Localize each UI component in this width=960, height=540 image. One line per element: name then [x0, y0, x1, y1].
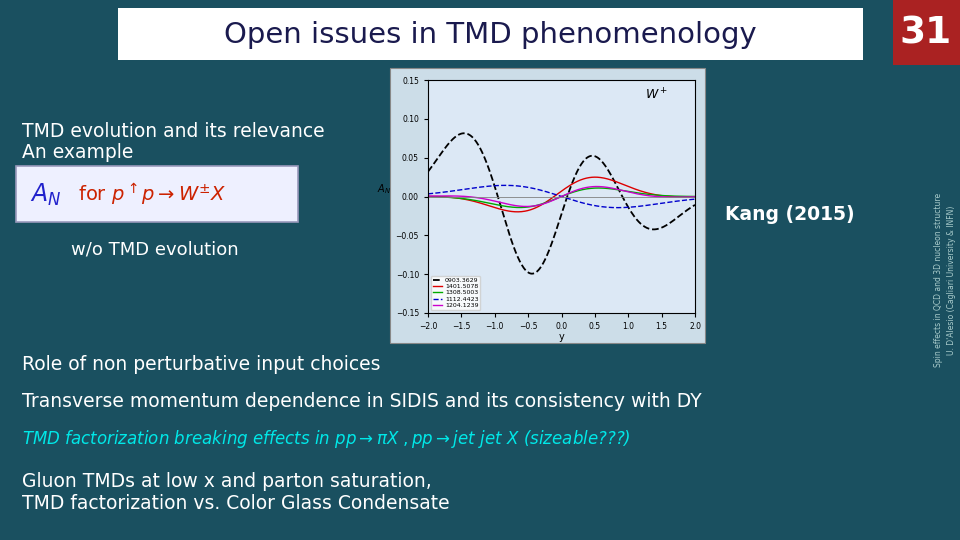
1401.5078	[589, 174, 601, 180]
1308.5003	[617, 187, 629, 194]
1401.5078	[454, 195, 466, 201]
1112.4423	[422, 191, 434, 197]
1112.4423	[529, 185, 540, 192]
1112.4423	[617, 204, 629, 211]
1112.4423	[616, 204, 628, 211]
0903.3629	[526, 271, 538, 277]
1401.5078	[617, 181, 629, 188]
1308.5003	[593, 185, 605, 191]
1204.1239	[520, 203, 532, 210]
0903.3629	[529, 269, 540, 276]
1204.1239	[529, 202, 540, 209]
Line: 0903.3629: 0903.3629	[428, 133, 695, 274]
1308.5003	[454, 195, 466, 201]
0903.3629	[458, 130, 469, 137]
1112.4423	[510, 183, 521, 189]
1112.4423	[689, 196, 701, 202]
1112.4423	[499, 182, 511, 188]
1401.5078	[689, 194, 701, 200]
0903.3629	[454, 131, 466, 137]
Y-axis label: $A_N$: $A_N$	[377, 183, 392, 197]
1112.4423	[590, 202, 602, 209]
Line: 1112.4423: 1112.4423	[428, 185, 695, 208]
FancyBboxPatch shape	[118, 8, 863, 60]
0903.3629	[689, 201, 701, 208]
0903.3629	[616, 193, 628, 199]
1308.5003	[509, 204, 520, 211]
Line: 1401.5078: 1401.5078	[428, 177, 695, 212]
FancyBboxPatch shape	[893, 0, 960, 65]
1401.5078	[512, 208, 523, 215]
1308.5003	[514, 204, 525, 211]
0903.3629	[591, 154, 603, 160]
Line: 1204.1239: 1204.1239	[428, 186, 695, 206]
Text: TMD evolution and its relevance: TMD evolution and its relevance	[22, 122, 324, 141]
1308.5003	[529, 202, 540, 209]
X-axis label: y: y	[559, 333, 564, 342]
1204.1239	[590, 183, 602, 190]
1204.1239	[689, 194, 701, 200]
Text: for $p^{\uparrow}p \rightarrow W^{\pm}X$: for $p^{\uparrow}p \rightarrow W^{\pm}X$	[72, 182, 227, 208]
Line: 1308.5003: 1308.5003	[428, 188, 695, 207]
FancyBboxPatch shape	[16, 166, 298, 222]
Text: TMD factorization breaking effects in $pp \rightarrow \pi X\ ,pp \rightarrow jet: TMD factorization breaking effects in $p…	[22, 428, 631, 450]
1401.5078	[509, 208, 520, 215]
1308.5003	[422, 193, 434, 200]
1112.4423	[612, 205, 624, 211]
Text: $W^+$: $W^+$	[645, 87, 668, 103]
1204.1239	[617, 187, 629, 194]
FancyBboxPatch shape	[390, 68, 705, 343]
Text: 31: 31	[900, 15, 952, 51]
1401.5078	[616, 181, 628, 187]
1204.1239	[591, 183, 603, 190]
1204.1239	[422, 193, 434, 199]
Text: w/o TMD evolution: w/o TMD evolution	[71, 240, 239, 258]
Text: Open issues in TMD phenomenology: Open issues in TMD phenomenology	[224, 21, 756, 49]
1401.5078	[591, 174, 603, 180]
1204.1239	[509, 202, 520, 209]
Text: $A_N$: $A_N$	[30, 182, 61, 208]
Text: Transverse momentum dependence in SIDIS and its consistency with DY: Transverse momentum dependence in SIDIS …	[22, 392, 702, 411]
1401.5078	[422, 193, 434, 200]
0903.3629	[422, 168, 434, 175]
1204.1239	[454, 193, 466, 199]
1112.4423	[454, 187, 466, 193]
1308.5003	[616, 187, 628, 194]
Text: TMD factorization vs. Color Glass Condensate: TMD factorization vs. Color Glass Conden…	[22, 494, 449, 513]
Text: Role of non perturbative input choices: Role of non perturbative input choices	[22, 355, 380, 374]
1308.5003	[590, 185, 602, 191]
1204.1239	[616, 187, 628, 194]
0903.3629	[617, 195, 629, 202]
Text: An example: An example	[22, 143, 133, 162]
1401.5078	[529, 205, 540, 212]
1308.5003	[689, 193, 701, 200]
Legend: 0903.3629, 1401.5078, 1308.5003, 1112.4423, 1204.1239: 0903.3629, 1401.5078, 1308.5003, 1112.44…	[431, 275, 480, 310]
Text: Spin effects in QCD and 3D nucleon structure
U. D'Alesio (Cagliari University & : Spin effects in QCD and 3D nucleon struc…	[934, 193, 960, 367]
0903.3629	[510, 249, 521, 255]
Text: Gluon TMDs at low x and parton saturation,: Gluon TMDs at low x and parton saturatio…	[22, 472, 432, 491]
Text: Kang (2015): Kang (2015)	[725, 206, 854, 225]
